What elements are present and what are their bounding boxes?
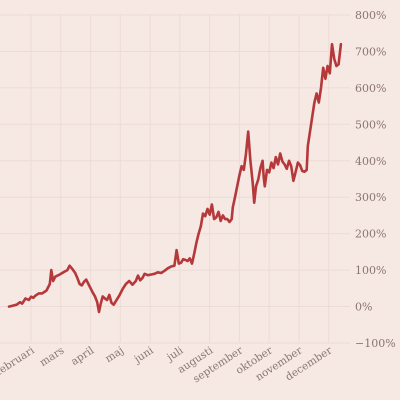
x-grid xyxy=(30,14,330,343)
y-tick-label: 400% xyxy=(355,155,386,168)
y-tick-label: 600% xyxy=(355,82,386,95)
y-tick-label: 200% xyxy=(355,228,386,241)
y-tick-label: 500% xyxy=(355,118,386,131)
grid xyxy=(0,14,350,344)
y-tick-label: 0% xyxy=(355,301,372,314)
y-tick-label: −100% xyxy=(355,337,396,350)
y-tick-labels: −100% 0% 100% 200% 300% 400% 500% 600% 700% 800% xyxy=(355,9,396,350)
x-tick-label: juni xyxy=(131,344,157,366)
series-lines xyxy=(7,42,343,314)
y-tick-label: 100% xyxy=(355,264,386,277)
series-line xyxy=(7,42,343,314)
x-tick-label: april xyxy=(69,344,97,368)
x-tick-label: februari xyxy=(0,344,37,378)
y-tick-label: 300% xyxy=(355,191,386,204)
y-tick-label: 800% xyxy=(355,9,386,22)
y-tick-label: 700% xyxy=(355,45,386,58)
x-tick-labels: februari mars april maj juni juliaugustisepte… xyxy=(0,344,335,385)
x-tick-label: maj xyxy=(103,344,126,365)
x-tick-label: mars xyxy=(38,344,67,369)
